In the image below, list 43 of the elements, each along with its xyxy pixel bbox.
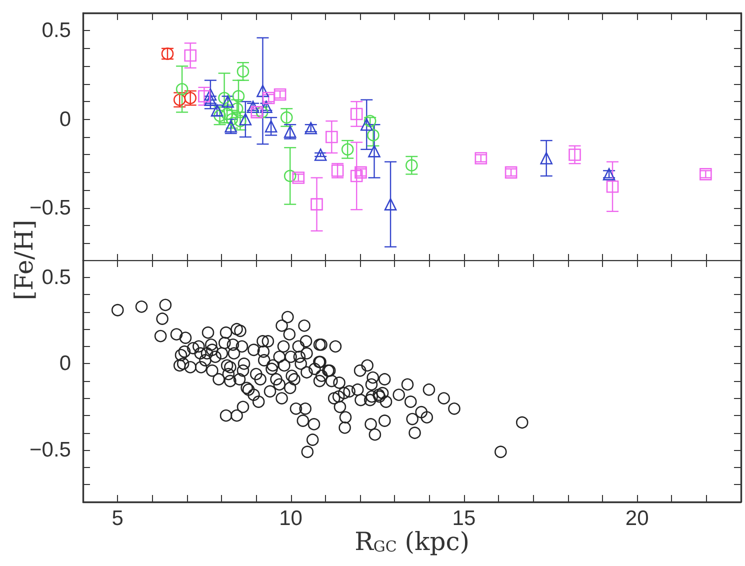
point: [284, 170, 296, 182]
point: [540, 152, 553, 164]
point: [314, 148, 327, 161]
point: [354, 166, 367, 179]
point: [367, 129, 380, 142]
x-tick-label: 5: [112, 507, 124, 530]
point: [204, 88, 217, 101]
x-tick-label: 10: [279, 507, 302, 530]
y-axis-title: [Fe/H]: [10, 220, 38, 300]
point: [606, 180, 619, 193]
point: [326, 130, 338, 144]
point: [236, 65, 250, 78]
y-tick-label: 0: [59, 108, 71, 131]
point: [256, 84, 269, 98]
point: [239, 113, 252, 126]
x-axis-title: RGC (kpc): [354, 527, 470, 556]
point: [280, 111, 293, 124]
point: [234, 114, 246, 128]
point: [504, 166, 518, 179]
point: [384, 198, 397, 210]
point: [350, 108, 363, 120]
point: [368, 145, 380, 158]
point: [474, 152, 488, 164]
point: [292, 172, 305, 184]
point: [214, 110, 226, 122]
point: [568, 148, 581, 161]
x-tick-label: 20: [625, 507, 649, 530]
y-tick-label: 0.5: [42, 266, 71, 289]
x-tick-label: 15: [452, 507, 476, 530]
point: [310, 198, 323, 210]
point: [406, 159, 418, 172]
point: [264, 120, 278, 133]
point: [184, 49, 197, 62]
y-tick-label: 0.5: [42, 19, 71, 42]
y-tick-label: −0.5: [30, 196, 71, 220]
y-tick-label: −0.5: [30, 438, 71, 462]
point: [350, 170, 363, 182]
point: [700, 168, 712, 180]
point: [341, 143, 354, 156]
y-tick-label: 0: [59, 352, 71, 376]
point: [304, 122, 318, 134]
point: [602, 168, 616, 180]
point: [274, 88, 286, 101]
